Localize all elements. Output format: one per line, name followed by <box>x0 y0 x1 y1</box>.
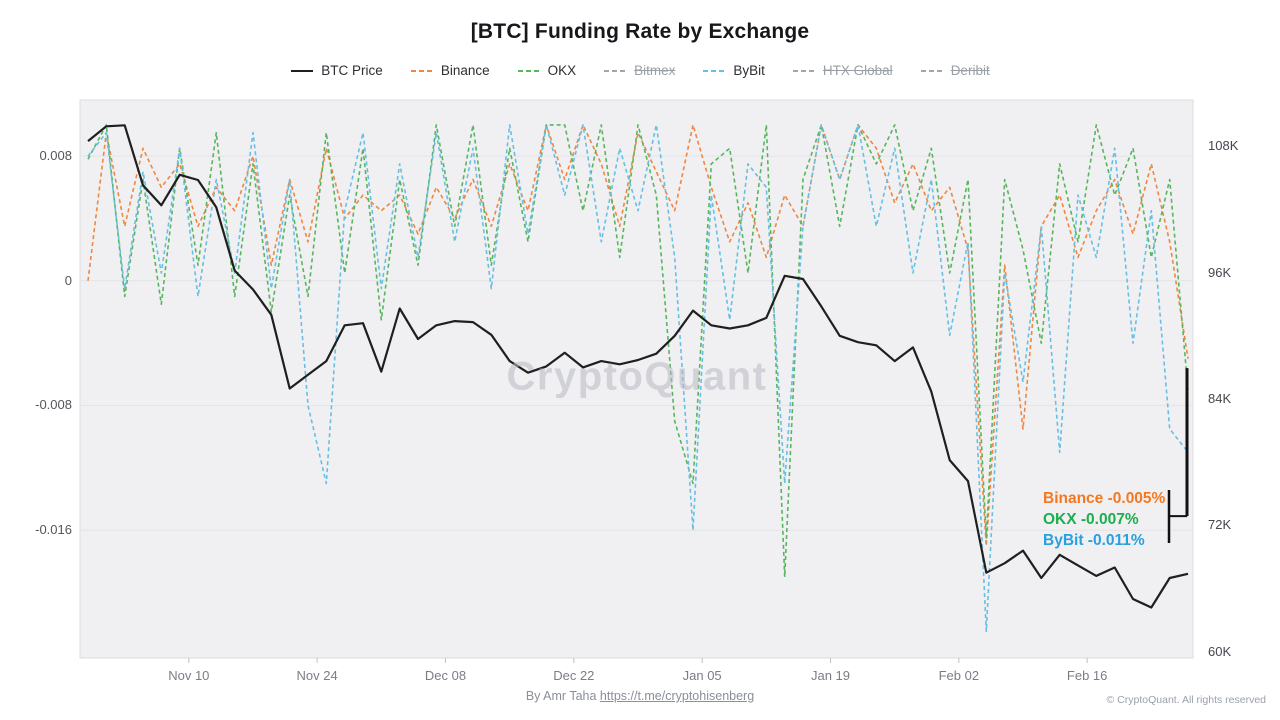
x-axis-tick: Jan 19 <box>810 668 851 683</box>
chart-title: [BTC] Funding Rate by Exchange <box>470 20 810 43</box>
y-axis-right-tick: 96K <box>1208 264 1232 280</box>
x-axis-tick: Nov 10 <box>168 668 210 683</box>
annotation-line: Binance -0.005% <box>1043 490 1166 507</box>
y-axis-right-tick: 60K <box>1208 643 1232 659</box>
legend-item-deribit[interactable]: Deribit <box>920 63 990 78</box>
legend-label: OKX <box>547 63 577 78</box>
legend-swatch-solid-line <box>291 69 314 72</box>
y-axis-left-tick: 0 <box>64 272 72 288</box>
series-line-binance <box>87 124 1189 547</box>
legend-item-okx[interactable]: OKX <box>517 63 577 78</box>
x-axis-tick: Feb 02 <box>938 668 980 683</box>
x-axis-tick: Jan 05 <box>682 668 722 683</box>
series-line-btc-price <box>87 124 1189 609</box>
legend-item-bybit[interactable]: ByBit <box>702 63 765 78</box>
y-axis-left-tick: 0.008 <box>39 148 72 164</box>
legend-item-htx-global[interactable]: HTX Global <box>792 63 893 78</box>
y-axis-right-tick: 72K <box>1208 517 1232 533</box>
annotation-line: ByBit -0.011% <box>1043 532 1145 549</box>
legend-item-btc-price[interactable]: BTC Price <box>290 63 383 78</box>
legend-swatch-dashed-line <box>410 69 433 72</box>
attribution: By Amr Taha https://t.me/cryptohisenberg <box>0 689 1280 703</box>
series-line-bybit <box>87 124 1189 633</box>
legend-label: Bitmex <box>634 63 676 78</box>
attribution-link[interactable]: https://t.me/cryptohisenberg <box>599 689 755 703</box>
legend-label: BTC Price <box>321 63 383 78</box>
x-axis-tick: Nov 24 <box>296 668 338 683</box>
y-axis-right-tick: 84K <box>1208 391 1232 406</box>
legend: BTC Price Binance OKX Bitmex ByBit HTX Global… <box>0 63 1280 78</box>
x-axis-tick: Dec 08 <box>424 668 467 683</box>
legend-label: Binance <box>440 63 490 78</box>
legend-item-binance[interactable]: Binance <box>410 63 490 78</box>
attribution-author: By Amr Taha <box>525 689 600 703</box>
legend-item-bitmex[interactable]: Bitmex <box>603 63 675 78</box>
x-axis-tick: Dec 22 <box>553 668 595 683</box>
latest-values-annotation: Binance -0.005% OKX -0.007% ByBit -0.011% <box>1043 488 1165 551</box>
x-axis-tick: Feb 16 <box>1066 668 1108 683</box>
legend-swatch-dashed-line <box>604 69 627 72</box>
plot-background <box>79 99 1194 659</box>
copyright-notice: © CryptoQuant. All rights reserved <box>1106 694 1266 706</box>
annotation-line: OKX -0.007% <box>1043 511 1139 528</box>
y-axis-left-tick: -0.016 <box>35 522 72 538</box>
y-axis-right-tick: 108K <box>1208 138 1239 154</box>
y-axis-left-tick: -0.008 <box>35 397 72 413</box>
legend-swatch-dashed-line <box>792 69 815 72</box>
legend-label: ByBit <box>733 63 765 78</box>
legend-label: Deribit <box>950 63 990 78</box>
legend-swatch-dashed-line <box>703 69 726 72</box>
legend-swatch-dashed-line <box>920 69 943 72</box>
legend-label: HTX Global <box>822 63 893 78</box>
legend-swatch-dashed-line <box>517 69 540 72</box>
series-line-okx <box>87 124 1189 578</box>
